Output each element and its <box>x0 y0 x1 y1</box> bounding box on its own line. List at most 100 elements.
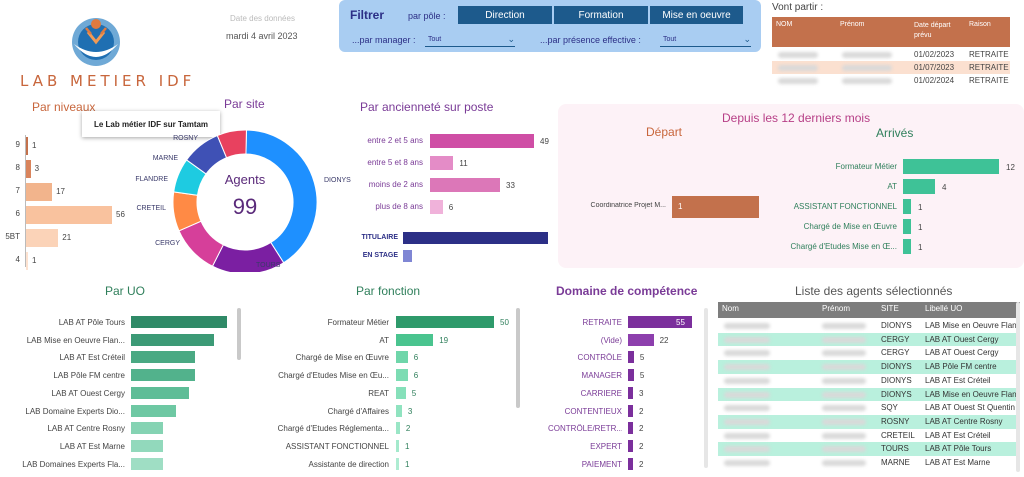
fonction-bar[interactable] <box>396 386 406 399</box>
pole-formation-button[interactable]: Formation <box>554 6 648 24</box>
liste-scrollbar[interactable] <box>1016 302 1020 472</box>
niveau-bar[interactable] <box>26 252 28 270</box>
depart-bar[interactable] <box>672 196 759 218</box>
arrives-bar[interactable] <box>903 219 911 234</box>
col-raison: Raison <box>969 21 991 28</box>
liste-row[interactable]: CRETEIL LAB AT Est Créteil <box>718 428 1016 443</box>
fonction-bar[interactable] <box>396 457 399 470</box>
fonction-label: Assistante de direction <box>308 459 390 469</box>
depuis-panel <box>558 104 1024 268</box>
uo-bar[interactable] <box>131 316 227 328</box>
donut-label: DIONYS <box>324 177 351 184</box>
liste-row[interactable]: DIONYS LAB Pôle FM centre <box>718 360 1016 374</box>
liste-site: DIONYS <box>881 375 912 385</box>
blurred-name <box>724 336 770 343</box>
uo-bar[interactable] <box>131 386 189 399</box>
liste-site: DIONYS <box>881 389 912 399</box>
domaine-bar[interactable] <box>628 404 633 417</box>
niveau-bar[interactable] <box>26 206 112 224</box>
fonction-bar[interactable] <box>396 333 434 346</box>
liste-row[interactable]: TOURS LAB AT Pôle Tours <box>718 442 1016 456</box>
date-label: Date des données <box>230 14 295 23</box>
uo-bar[interactable] <box>131 369 195 382</box>
domaine-bar[interactable] <box>628 457 633 470</box>
blurred-name <box>724 418 770 425</box>
domaine-bar[interactable] <box>628 316 692 328</box>
niveau-bar[interactable] <box>26 160 31 178</box>
liste-row[interactable]: DIONYS LAB Mise en Oeuvre Flan <box>718 319 1016 333</box>
status-bar[interactable] <box>403 232 548 244</box>
liste-row[interactable]: ROSNY LAB AT Centre Rosny <box>718 414 1016 429</box>
blurred-firstname <box>822 405 866 412</box>
domaine-value: 5 <box>639 353 645 363</box>
manager-dropdown[interactable]: Tout ⌄ <box>425 33 515 47</box>
uo-bar[interactable] <box>131 333 215 346</box>
fonction-bar[interactable] <box>396 404 402 417</box>
pole-direction-button[interactable]: Direction <box>458 6 552 24</box>
par-uo-scrollbar[interactable] <box>237 308 241 360</box>
liste-row[interactable]: MARNE LAB AT Est Marne <box>718 456 1016 470</box>
filter-by-pole-label: par pôle : <box>408 11 446 21</box>
domaine-bar[interactable] <box>628 386 633 399</box>
fonction-bar[interactable] <box>396 439 399 452</box>
presence-dropdown[interactable]: Tout ⌄ <box>660 33 751 47</box>
liste-site: CERGY <box>881 348 910 358</box>
domaine-scrollbar[interactable] <box>704 308 708 468</box>
domaine-label: CONTRÔLE/RETR... <box>548 424 622 434</box>
domaine-bar[interactable] <box>628 439 633 452</box>
liste-row[interactable]: SQY LAB AT Ouest St Quentin <box>718 401 1016 415</box>
liste-uo: LAB Mise en Oeuvre Flan <box>925 321 1016 330</box>
manager-dropdown-value: Tout <box>428 36 442 43</box>
donut-slice-dionys[interactable] <box>245 129 318 264</box>
uo-bar[interactable] <box>131 439 163 452</box>
liste-row[interactable]: CERGY LAB AT Ouest Cergy <box>718 332 1016 347</box>
liste-uo: LAB AT Ouest Cergy <box>925 348 999 358</box>
par-fonction-title: Par fonction <box>356 284 421 298</box>
liste-row[interactable]: CERGY LAB AT Ouest Cergy <box>718 346 1016 361</box>
domaine-bar[interactable] <box>628 422 633 435</box>
par-fonction-scrollbar[interactable] <box>516 308 520 408</box>
pole-mise-en-oeuvre-button[interactable]: Mise en oeuvre <box>650 6 743 24</box>
vont-partir-row[interactable]: 01/02/2023 RETRAITE <box>772 48 1010 61</box>
blurred-name <box>724 405 770 412</box>
arrives-bar[interactable] <box>903 199 911 214</box>
fonction-bar[interactable] <box>396 369 408 382</box>
anciennete-bar[interactable] <box>430 156 454 170</box>
domaine-bar[interactable] <box>628 333 654 346</box>
arrives-value: 4 <box>942 183 947 192</box>
niveau-bar[interactable] <box>26 229 59 247</box>
anciennete-bar[interactable] <box>430 200 443 214</box>
donut-slice-rosny[interactable] <box>216 129 247 159</box>
liste-row[interactable]: DIONYS LAB AT Est Créteil <box>718 373 1016 388</box>
donut-label: CRETEIL <box>136 205 166 212</box>
vont-partir-row[interactable]: 01/07/2023 RETRAITE <box>772 61 1010 74</box>
fonction-bar[interactable] <box>396 351 408 364</box>
blurred-firstname <box>822 446 866 453</box>
arrives-title: Arrivés <box>876 126 914 140</box>
anciennete-label: entre 5 et 8 ans <box>367 158 423 167</box>
liste-row[interactable]: DIONYS LAB Mise en Oeuvre Flan <box>718 387 1016 402</box>
fonction-bar[interactable] <box>396 422 400 435</box>
uo-bar[interactable] <box>131 457 163 470</box>
liste-site: DIONYS <box>881 321 912 330</box>
vont-partir-row[interactable]: 01/02/2024 RETRAITE <box>772 74 1010 87</box>
status-bar[interactable] <box>403 250 413 262</box>
uo-bar[interactable] <box>131 351 195 364</box>
niveau-bar[interactable] <box>26 183 53 201</box>
fonction-bar[interactable] <box>396 316 494 328</box>
uo-bar[interactable] <box>131 422 163 435</box>
domaine-bar[interactable] <box>628 351 634 364</box>
col-nom: Nom <box>722 304 739 313</box>
arrives-label: Formateur Métier <box>835 162 897 171</box>
anciennete-bar[interactable] <box>430 134 534 148</box>
anciennete-bar[interactable] <box>430 178 501 192</box>
niveau-label: 9 <box>15 140 20 149</box>
arrives-bar[interactable] <box>903 239 911 254</box>
liste-site: DIONYS <box>881 362 912 372</box>
arrives-bar[interactable] <box>903 179 935 194</box>
arrives-value: 1 <box>918 203 923 212</box>
niveau-bar[interactable] <box>26 137 28 155</box>
arrives-bar[interactable] <box>903 159 999 174</box>
domaine-bar[interactable] <box>628 369 634 382</box>
uo-bar[interactable] <box>131 404 176 417</box>
